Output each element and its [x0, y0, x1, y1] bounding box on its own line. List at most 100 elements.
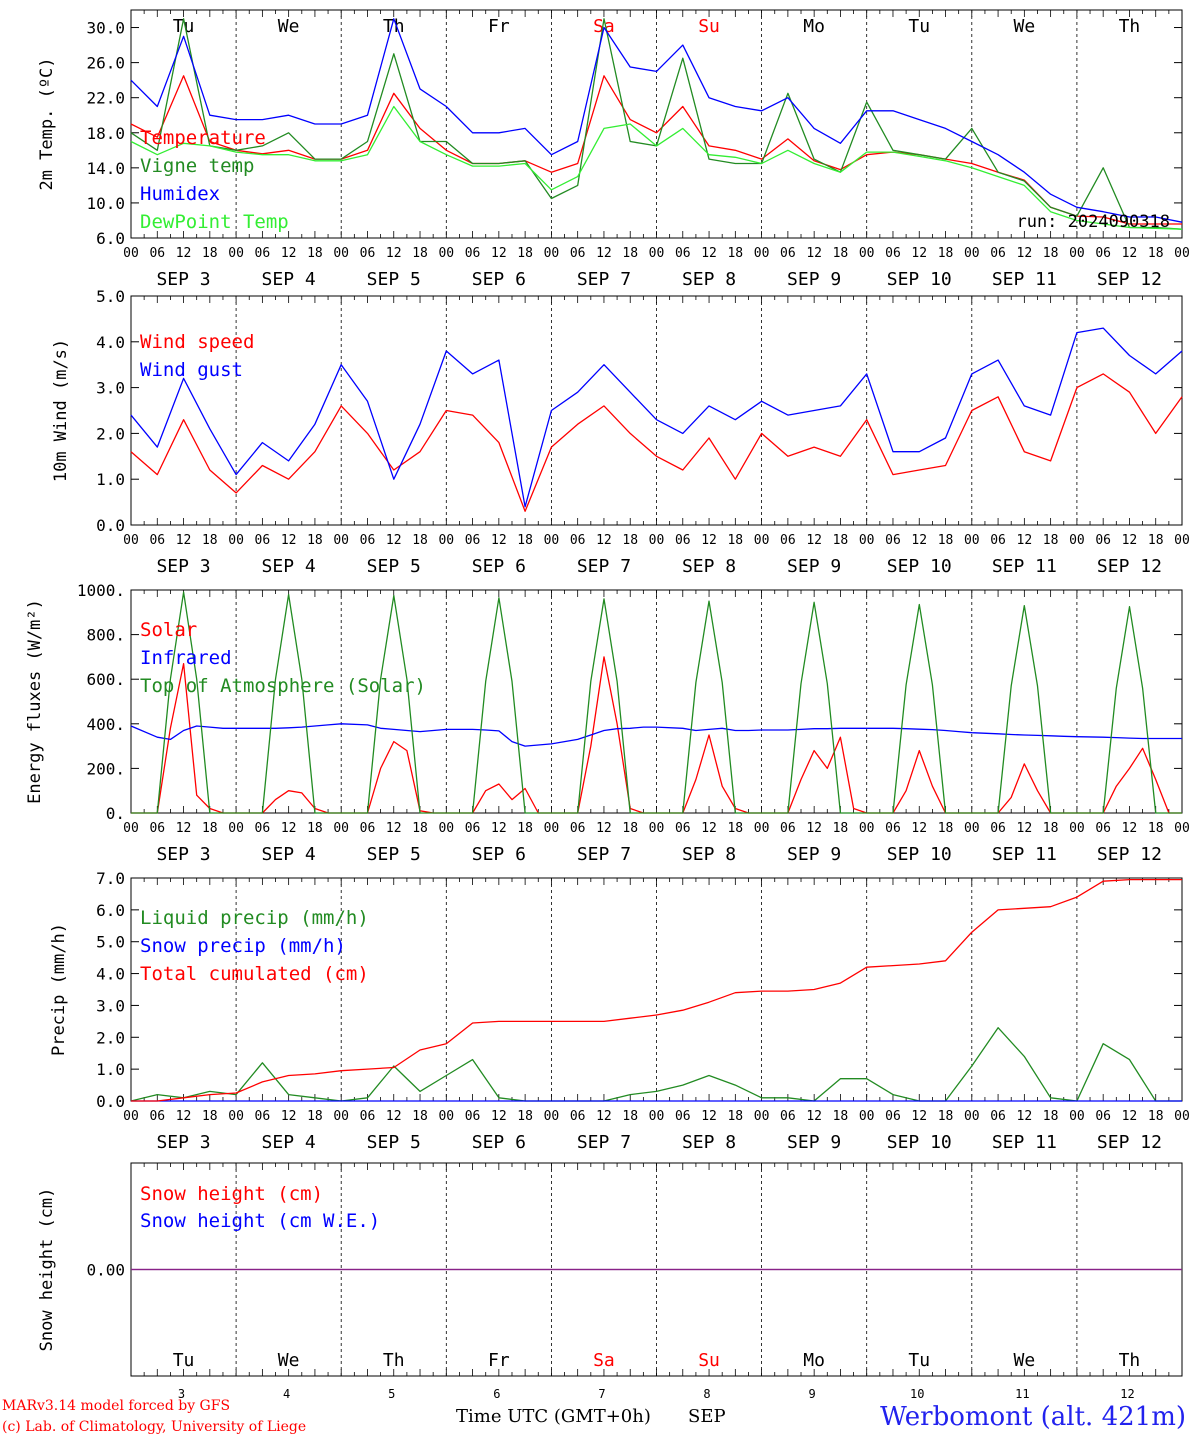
y-tick-label: 7.0 — [96, 869, 125, 888]
date-label: SEP 6 — [472, 556, 526, 577]
hour-tick-label: 18 — [202, 533, 218, 548]
hour-tick-label: 06 — [990, 821, 1006, 836]
date-label: SEP 11 — [992, 269, 1057, 290]
weekday-label: Su — [698, 16, 720, 37]
date-label: SEP 9 — [787, 1132, 841, 1153]
hour-tick-label: 18 — [412, 821, 428, 836]
hour-tick-label: 00 — [544, 821, 560, 836]
series-line-infrared — [130, 723, 1182, 747]
date-label: SEP 3 — [156, 844, 210, 865]
weekday-label: Th — [1119, 1350, 1141, 1371]
station-name: Werbomont (alt. 421m) — [880, 1402, 1186, 1432]
hour-tick-label: 18 — [412, 533, 428, 548]
series-line-total-cumulated-cm- — [131, 878, 1182, 1102]
y-tick-label: 0. — [106, 804, 125, 823]
hour-tick-label: 06 — [780, 821, 796, 836]
hour-tick-label: 00 — [544, 246, 560, 261]
hour-tick-label: 12 — [386, 821, 402, 836]
panel-wind: 0.0 1.0 2.0 3.0 4.0 5.0 10m Wind (m/s) 00 06 12 18… — [51, 287, 1190, 577]
hour-tick-label: 00 — [123, 533, 139, 548]
hour-tick-label: 06 — [465, 246, 481, 261]
hour-tick-label: 00 — [754, 246, 770, 261]
y-tick-label: 400. — [86, 715, 125, 734]
hour-tick-label: 18 — [1148, 246, 1164, 261]
hour-tick-label: 06 — [255, 533, 271, 548]
y-tick-label: 600. — [86, 670, 125, 689]
hour-tick-label: 18 — [938, 821, 954, 836]
weekday-label: We — [278, 16, 300, 37]
hour-tick-label: 00 — [333, 1109, 349, 1124]
date-label: SEP 8 — [682, 269, 736, 290]
panel-temperature: 6.0 10.0 14.0 18.0 22.0 26.0 30.0 2m Temp. (ºC)… — [37, 9, 1190, 290]
hour-tick-label: 18 — [1148, 821, 1164, 836]
hour-tick-label: 18 — [307, 246, 323, 261]
hour-tick-label: 00 — [228, 533, 244, 548]
y-tick-label: 3.0 — [96, 996, 125, 1015]
hour-tick-label: 12 — [911, 246, 927, 261]
day-number-label: 4 — [283, 1387, 290, 1401]
weekday-label: Sa — [593, 16, 615, 37]
hour-tick-label: 00 — [123, 821, 139, 836]
lab-credit: (c) Lab. of Climatology, University of L… — [2, 1419, 307, 1435]
hour-tick-label: 12 — [911, 1109, 927, 1124]
hour-tick-label: 12 — [281, 1109, 297, 1124]
legend-entry: Humidex — [140, 183, 220, 205]
y-tick-label: 10.0 — [86, 194, 125, 213]
hour-tick-label: 12 — [386, 533, 402, 548]
hour-tick-label: 18 — [622, 533, 638, 548]
hour-tick-label: 12 — [1017, 821, 1033, 836]
date-label: SEP 12 — [1097, 1132, 1162, 1153]
hour-tick-label: 18 — [938, 533, 954, 548]
hour-tick-label: 12 — [491, 821, 507, 836]
y-tick-label: 5.0 — [96, 287, 125, 306]
hour-tick-label: 18 — [1043, 821, 1059, 836]
hour-tick-label: 00 — [964, 533, 980, 548]
legend-entry: Wind speed — [140, 331, 254, 353]
hour-tick-label: 00 — [649, 1109, 665, 1124]
hour-tick-label: 18 — [517, 246, 533, 261]
hour-tick-label: 00 — [964, 1109, 980, 1124]
legend-entry: Wind gust — [140, 359, 243, 381]
hour-tick-label: 00 — [544, 1109, 560, 1124]
y-tick-label: 1000. — [77, 581, 125, 600]
series-line-liquid-precip-mm-h- — [130, 1027, 1182, 1102]
hour-tick-label: 12 — [1122, 821, 1138, 836]
date-label: SEP 6 — [472, 1132, 526, 1153]
hour-tick-label: 00 — [754, 1109, 770, 1124]
hour-tick-label: 18 — [412, 1109, 428, 1124]
y-tick-label: 1.0 — [96, 1060, 125, 1079]
date-label: SEP 10 — [887, 269, 952, 290]
hour-tick-label: 18 — [202, 246, 218, 261]
series-line-humidex — [130, 18, 1183, 223]
hour-tick-label: 00 — [1069, 246, 1085, 261]
hour-tick-label: 18 — [833, 533, 849, 548]
series-line-wind-speed — [130, 373, 1183, 512]
hour-tick-label: 06 — [990, 246, 1006, 261]
date-label: SEP 4 — [262, 269, 316, 290]
hour-tick-label: 06 — [675, 533, 691, 548]
hour-tick-label: 18 — [412, 246, 428, 261]
hour-tick-label: 18 — [833, 246, 849, 261]
date-label: SEP 10 — [887, 1132, 952, 1153]
hour-tick-label: 06 — [570, 246, 586, 261]
hour-tick-label: 06 — [149, 533, 165, 548]
hour-tick-label: 18 — [727, 821, 743, 836]
hour-tick-label: 06 — [1095, 533, 1111, 548]
legend-entry: Temperature — [140, 127, 266, 149]
hour-tick-label: 12 — [701, 1109, 717, 1124]
hour-tick-label: 12 — [911, 533, 927, 548]
y-tick-label: 3.0 — [96, 379, 125, 398]
hour-tick-label: 12 — [1017, 1109, 1033, 1124]
hour-tick-label: 06 — [465, 1109, 481, 1124]
date-label: SEP 5 — [367, 269, 421, 290]
panel-snow: 0.00 Snow height (cm) Tu We Th Fr Sa Su Mo Tu We Th… — [37, 1162, 1183, 1401]
hour-tick-label: 00 — [859, 821, 875, 836]
hour-tick-label: 12 — [806, 1109, 822, 1124]
hour-tick-label: 00 — [1069, 1109, 1085, 1124]
hour-tick-label: 18 — [1043, 246, 1059, 261]
hour-tick-label: 06 — [990, 533, 1006, 548]
y-tick-label: 22.0 — [86, 89, 125, 108]
y-tick-label: 0.0 — [96, 516, 125, 535]
hour-tick-label: 06 — [885, 821, 901, 836]
y-axis-label: Precip (mm/h) — [49, 923, 69, 1056]
